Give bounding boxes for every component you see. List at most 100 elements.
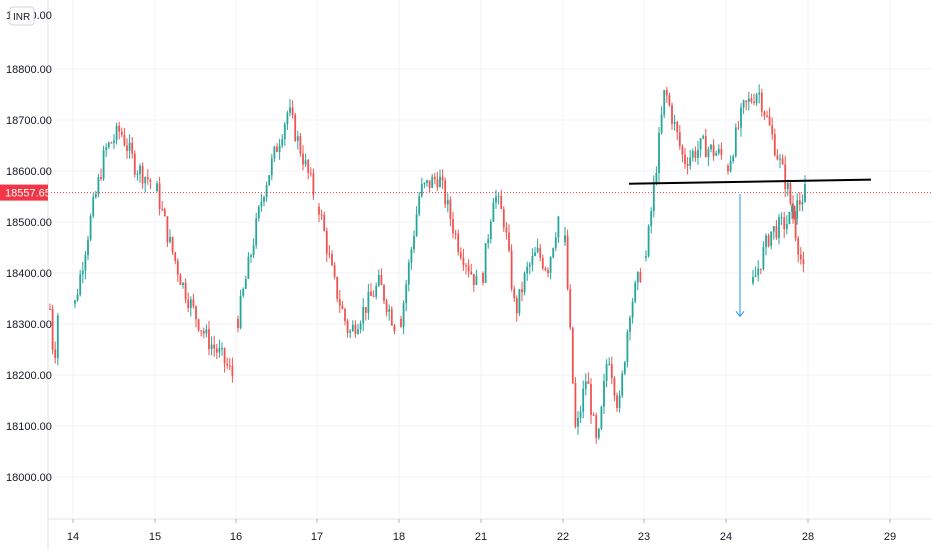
candle-body <box>623 362 626 374</box>
candle-body <box>370 291 372 296</box>
candle-body <box>779 158 781 160</box>
candle-body <box>286 112 289 125</box>
candle-body <box>171 237 174 253</box>
candle-body <box>380 274 383 286</box>
candle-body <box>54 349 57 359</box>
candle-body <box>431 176 434 188</box>
candle-body <box>244 278 247 289</box>
candle-body <box>357 329 359 334</box>
candle-body <box>459 252 462 258</box>
candle-body <box>281 139 284 146</box>
candle-body <box>681 145 684 155</box>
candle-body <box>349 331 352 333</box>
currency-label: INR <box>13 12 30 23</box>
candle-body <box>518 289 521 314</box>
candle-body <box>531 255 534 265</box>
x-tick-label: 14 <box>67 531 79 543</box>
candle-body <box>346 320 349 333</box>
candle-body <box>554 237 557 249</box>
candle-body <box>771 125 774 135</box>
candle-body <box>84 255 87 271</box>
candle-body <box>515 298 518 314</box>
candle-body <box>87 239 89 256</box>
candle-body <box>541 257 544 269</box>
candle-body <box>257 206 260 219</box>
candle-body <box>785 223 788 230</box>
currency-badge[interactable]: INR <box>9 6 35 26</box>
candle-body <box>436 179 439 188</box>
candle-body <box>239 295 242 329</box>
candle-body <box>557 216 560 238</box>
candle-body <box>263 197 265 202</box>
candle-body <box>482 273 484 283</box>
y-tick-label: 18700.00 <box>6 115 52 127</box>
candle-body <box>449 199 452 220</box>
y-tick-label: 18000.00 <box>6 472 52 484</box>
candle-body <box>318 206 320 215</box>
candle-body <box>174 252 177 261</box>
candle-body <box>660 114 663 133</box>
candle-body <box>521 289 523 293</box>
candle-body <box>296 136 299 141</box>
candle-body <box>592 414 595 416</box>
candle-body <box>107 142 110 148</box>
candle-body <box>250 255 252 257</box>
candle-body <box>729 161 732 172</box>
candle-body <box>552 248 555 258</box>
candle-body <box>49 308 51 310</box>
candle-body <box>388 309 391 312</box>
candle-body <box>534 252 536 256</box>
y-axis[interactable]: 18900.0018800.0018700.0018600.0018500.00… <box>6 10 52 484</box>
candle-body <box>457 233 460 253</box>
candle-body <box>89 216 92 240</box>
candle-body <box>400 318 402 327</box>
arrow-head <box>735 311 745 318</box>
candle-body <box>783 217 786 230</box>
candle-body <box>444 180 447 205</box>
candle-body <box>727 165 729 172</box>
candle-body <box>587 381 590 384</box>
candle-body <box>645 256 647 258</box>
candle-body <box>778 217 780 238</box>
trend-line[interactable] <box>628 178 872 185</box>
candle-body <box>144 177 147 184</box>
candle-body <box>465 265 467 267</box>
candle-body <box>487 239 490 244</box>
candle-body <box>793 205 796 219</box>
candle-body <box>626 331 629 363</box>
candle-body <box>757 268 760 276</box>
candle-body <box>149 179 152 182</box>
candle-body <box>454 233 457 235</box>
candle-body <box>210 344 213 350</box>
candle-body <box>574 383 577 427</box>
candle-body <box>470 271 473 275</box>
x-axis[interactable]: 14 15 16 17 18 21 22 23 24 28 29 <box>67 519 896 543</box>
candle-body <box>489 221 492 240</box>
x-tick-label: 18 <box>393 531 405 543</box>
candle-body <box>523 273 526 293</box>
candle-body <box>655 173 658 183</box>
x-tick-label: 21 <box>475 531 487 543</box>
candle-body <box>492 202 495 222</box>
candle-body <box>600 406 603 429</box>
candle-body <box>255 218 258 246</box>
candle-body <box>694 150 697 158</box>
x-tick-label: 24 <box>720 531 732 543</box>
x-tick-label: 29 <box>884 531 896 543</box>
candle-body <box>102 150 105 179</box>
candle-body <box>539 247 542 258</box>
x-tick-label: 28 <box>802 531 814 543</box>
candle-body <box>752 276 754 284</box>
candle-body <box>51 308 54 350</box>
candle-body <box>799 254 802 260</box>
candle-body <box>745 100 748 103</box>
candle-body <box>265 185 268 198</box>
candle-body <box>686 163 689 166</box>
candle-body <box>737 127 740 129</box>
candle-body <box>291 107 294 115</box>
candle-body <box>364 306 367 313</box>
candle-body <box>740 107 742 128</box>
x-tick-label: 23 <box>638 531 650 543</box>
